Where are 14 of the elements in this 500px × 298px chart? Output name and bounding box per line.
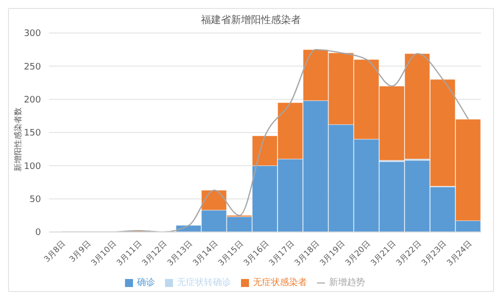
y-tick-label: 50	[30, 195, 42, 206]
x-tick-label: 3月8日	[42, 239, 68, 264]
y-tick-label: 250	[24, 62, 42, 72]
chart-title: 福建省新增阳性感染者	[200, 14, 302, 27]
y-tick-label: 200	[24, 96, 42, 106]
y-axis-title: 新增阳性感染者数	[12, 107, 24, 171]
legend-label: 确诊	[137, 278, 155, 288]
legend-label: 无症状转确诊	[177, 278, 231, 288]
y-tick-label: 0	[35, 228, 42, 238]
y-tick-label: 150	[24, 128, 42, 139]
legend-label: 新增趋势	[329, 278, 365, 288]
y-tick-label: 100	[24, 162, 42, 172]
legend-label: 无症状感染者	[253, 278, 307, 288]
y-tick-label: 300	[24, 29, 42, 40]
